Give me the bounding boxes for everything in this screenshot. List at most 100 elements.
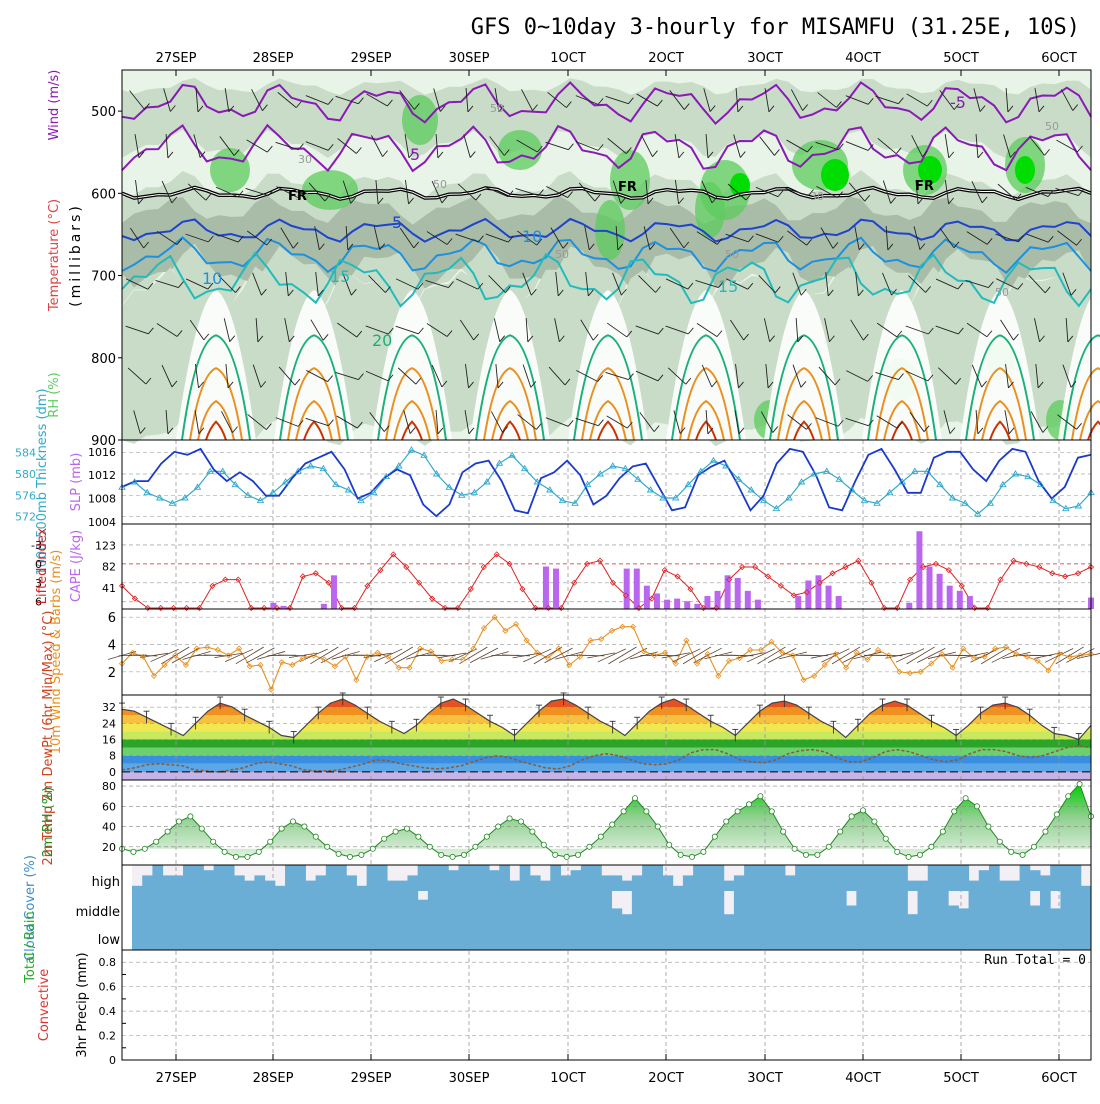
rh2m-axis-label: 2m RH (%) [41,787,56,858]
cloud-high-bar [183,865,194,891]
cloud-high-bar [244,881,255,891]
isotherm-label: 15 [718,277,738,296]
precip-legend-convective: Convective [37,969,52,1042]
cloud-low-bar [999,920,1010,950]
cloud-middle-bar [765,891,776,920]
cloud-middle-bar [428,891,439,920]
cloud-middle-bar [254,891,265,920]
cloud-high-bar [632,875,643,891]
rh2m-point [484,834,489,839]
cloud-low-bar [744,920,755,950]
cloud-middle-bar [999,891,1010,920]
rh2m-point [233,854,238,859]
rh-contour-label: 30 [298,153,312,166]
cloud-middle-bar [632,891,643,920]
cloud-high-bar [846,865,857,891]
pressure-tick-label: 500 [91,105,116,120]
cloud-low-bar [479,920,490,950]
rh2m-point [1009,849,1014,854]
cape-tick-label: 41 [102,582,116,595]
top-date-label: 30SEP [449,51,490,66]
cloud-high-bar [693,865,704,891]
cloud-high-bar [1020,865,1031,891]
cloud-low-bar [203,920,214,950]
cloud-high-bar [867,865,878,891]
cloud-high-bar [622,881,633,891]
cloud-low-bar [938,920,949,950]
rh2m-point [792,846,797,851]
cloud-middle-bar [775,891,786,920]
rh2m-point [336,851,341,856]
rh2m-tick-label: 20 [102,841,116,854]
rh2m-tick-label: 80 [102,780,116,793]
cloud-low-bar [867,920,878,950]
rh2m-point [496,824,501,829]
rh2m-point [917,852,922,857]
cloud-low-bar [244,920,255,950]
cloud-low-bar [571,920,582,950]
rh2m-point [188,814,193,819]
rh2m-point [279,826,284,831]
temp-color-band [122,748,1091,756]
cloud-high-bar [214,865,225,891]
cloud-high-bar [826,865,837,891]
cloud-high-bar [836,865,847,891]
cloud-low-bar [714,920,725,950]
cloud-middle-bar [642,891,653,920]
cloud-low-bar [846,920,857,950]
cloud-middle-bar [989,891,1000,920]
cape-bar [634,569,640,609]
cape-bar [684,601,690,609]
cloud-middle-bar [356,891,367,920]
temp-color-band [122,756,1091,764]
cloud-high-bar [591,865,602,891]
cloud-middle-bar [1060,891,1071,920]
rh2m-point [473,844,478,849]
cloud-high-bar [897,865,908,891]
cloud-middle-bar [142,891,153,920]
cloud-middle-bar [469,891,480,920]
cloud-high-bar [560,875,571,891]
cloud-low-bar [234,920,245,950]
cape-tick-label: 123 [95,539,116,552]
cloud-high-bar [336,865,347,891]
cloud-middle-bar [132,891,143,920]
rh2m-point [575,852,580,857]
cape-bar [836,596,842,609]
cloud-high-bar [132,886,143,891]
thickness-tick-label: 572 [15,511,36,524]
rh2m-point [895,849,900,854]
cloud-middle-bar [560,891,571,920]
cloud-middle-bar [336,891,347,920]
rh-moist-area [498,130,542,170]
cloud-low-bar [826,920,837,950]
cape-bar [735,578,741,609]
slp-label-group: SLP (mb) [69,453,84,512]
rh2m-point [621,809,626,814]
cape-tick-label: 82 [102,561,116,574]
rh2m-tick-label: 60 [102,800,116,813]
cloud-middle-bar [305,891,316,920]
cloud-middle-bar [795,891,806,920]
cloud-high-bar [642,865,653,891]
cloud-high-bar [969,881,980,891]
cloud-middle-bar [826,891,837,920]
rh2m-point [1031,844,1036,849]
cloud-low-bar [418,920,429,950]
cloud-middle-bar [367,891,378,920]
cloud-high-bar [377,865,388,891]
rh2m-point [655,824,660,829]
rh2m-point [359,852,364,857]
rh-contour-label: 50 [555,248,569,261]
pressure-tick-label: 600 [91,187,116,202]
cloud-low-bar [877,920,888,950]
cloud-low-bar [397,920,408,950]
top-date-label: 28SEP [253,51,294,66]
rh2m-point [1020,852,1025,857]
cloud-middle-bar [346,891,357,920]
slp-tick-label: 1012 [88,469,116,482]
cloud-high-bar [734,875,745,891]
cloud-high-bar [928,865,939,891]
top-date-label: 5OCT [943,51,979,66]
cloud-middle-bar [540,891,551,920]
